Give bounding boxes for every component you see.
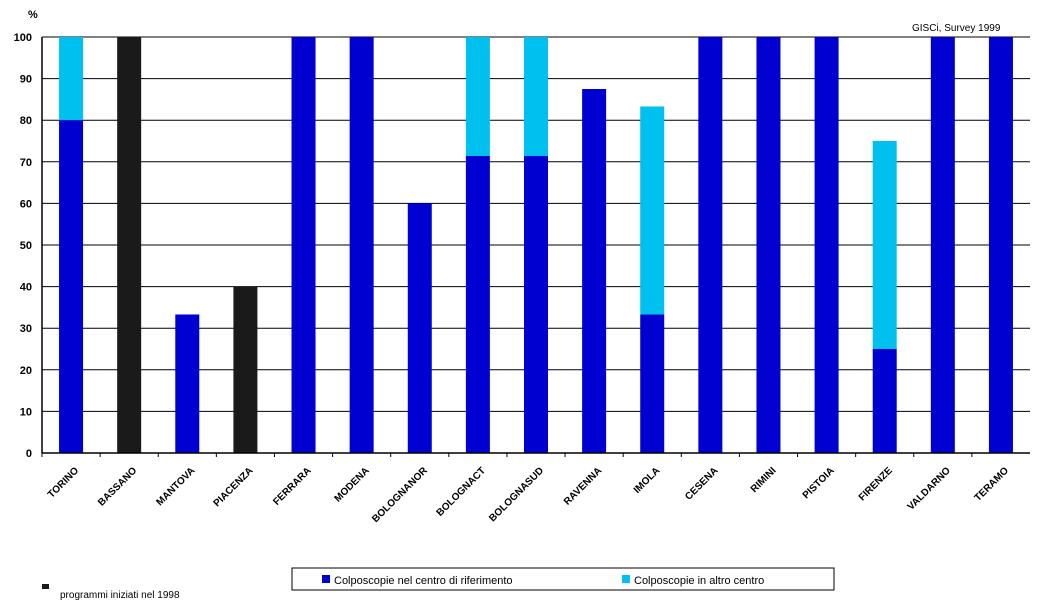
bar-firenze-series-1 xyxy=(872,349,897,453)
bar-modena-series-1 xyxy=(349,37,374,453)
bar-imola-series-1 xyxy=(640,314,665,453)
bar-piacenza-series-1 xyxy=(233,286,258,453)
y-tick-label: 80 xyxy=(20,115,32,127)
labels: 0 10 20 30 40 50 60 70 80 90 100 TORINO BASSANO MANTO… xyxy=(14,32,1012,525)
bar-firenze-series-2 xyxy=(872,141,897,349)
bar-torino-series-2 xyxy=(59,37,84,121)
legend-swatch-series-1 xyxy=(322,575,330,583)
bar-imola-series-2 xyxy=(640,106,665,315)
highlight-legend: programmi iniziati nel 1998 xyxy=(42,584,180,601)
highlight-legend-label: programmi iniziati nel 1998 xyxy=(60,590,180,601)
bar-ravenna-series-1 xyxy=(582,89,607,453)
legend-swatch-series-2 xyxy=(622,575,630,583)
x-tick-label: TORINO xyxy=(46,465,81,500)
bars xyxy=(59,37,1013,453)
y-tick-label: 0 xyxy=(26,448,32,460)
x-tick-label: FIRENZE xyxy=(857,465,895,503)
x-tick-label: RIMINI xyxy=(749,465,779,495)
legend-frame xyxy=(291,567,835,591)
x-tick-label: VALDARNO xyxy=(906,465,953,512)
x-tick-label: FERRARA xyxy=(271,465,313,507)
y-axis-label: % xyxy=(28,9,38,21)
bar-bassano-series-1 xyxy=(117,37,142,453)
bar-bolognasud-series-1 xyxy=(524,155,548,453)
bar-torino-series-1 xyxy=(59,120,84,453)
y-tick-label: 10 xyxy=(20,406,32,418)
x-tick-label: MODENA xyxy=(333,465,372,504)
y-tick-label: 50 xyxy=(20,240,32,252)
y-tick-label: 100 xyxy=(14,32,32,44)
bar-cesena-series-1 xyxy=(698,37,723,453)
bar-mantova-series-1 xyxy=(175,314,200,453)
y-tick-label: 20 xyxy=(20,365,32,377)
x-tick-label: TERAMO xyxy=(973,465,1012,504)
y-tick-label: 60 xyxy=(20,198,32,210)
x-tick-label: BASSANO xyxy=(96,465,139,508)
x-tick-label: BOLOGNANOR xyxy=(370,465,430,525)
y-tick-label: 30 xyxy=(20,323,32,335)
legend-label-series-1: Colposcopie nel centro di riferimento xyxy=(334,575,513,587)
x-tick-label: BOLOGNASUD xyxy=(487,465,546,524)
bar-bolognact-series-2 xyxy=(465,37,490,156)
bar-bolognanor-series-1 xyxy=(407,203,432,453)
bar-teramo-series-1 xyxy=(988,37,1013,453)
legend: Colposcopie nel centro di riferimento Co… xyxy=(291,567,835,591)
bar-bolognact-series-1 xyxy=(465,155,490,453)
x-tick-label: PISTOIA xyxy=(801,465,837,501)
axes xyxy=(41,37,1030,457)
legend-label-series-2: Colposcopie in altro centro xyxy=(634,575,764,587)
y-tick-label: 90 xyxy=(20,74,32,86)
y-tick-label: 70 xyxy=(20,157,32,169)
bar-rimini-series-1 xyxy=(756,37,781,453)
bar-ferrara-series-1 xyxy=(291,37,316,453)
y-tick-label: 40 xyxy=(20,282,32,294)
source-note: GISCi, Survey 1999 xyxy=(912,23,1001,34)
x-tick-label: CESENA xyxy=(683,465,720,502)
highlight-legend-swatch xyxy=(42,584,49,589)
x-tick-label: RAVENNA xyxy=(562,465,604,507)
bar-valdarno-series-1 xyxy=(930,37,955,453)
x-tick-label: MANTOVA xyxy=(155,465,198,508)
bar-bolognasud-series-2 xyxy=(524,37,548,156)
x-tick-label: PIACENZA xyxy=(212,465,256,509)
bar-pistoia-series-1 xyxy=(814,37,839,453)
x-tick-label: IMOLA xyxy=(632,465,663,496)
x-tick-label: BOLOGNACT xyxy=(435,465,488,518)
